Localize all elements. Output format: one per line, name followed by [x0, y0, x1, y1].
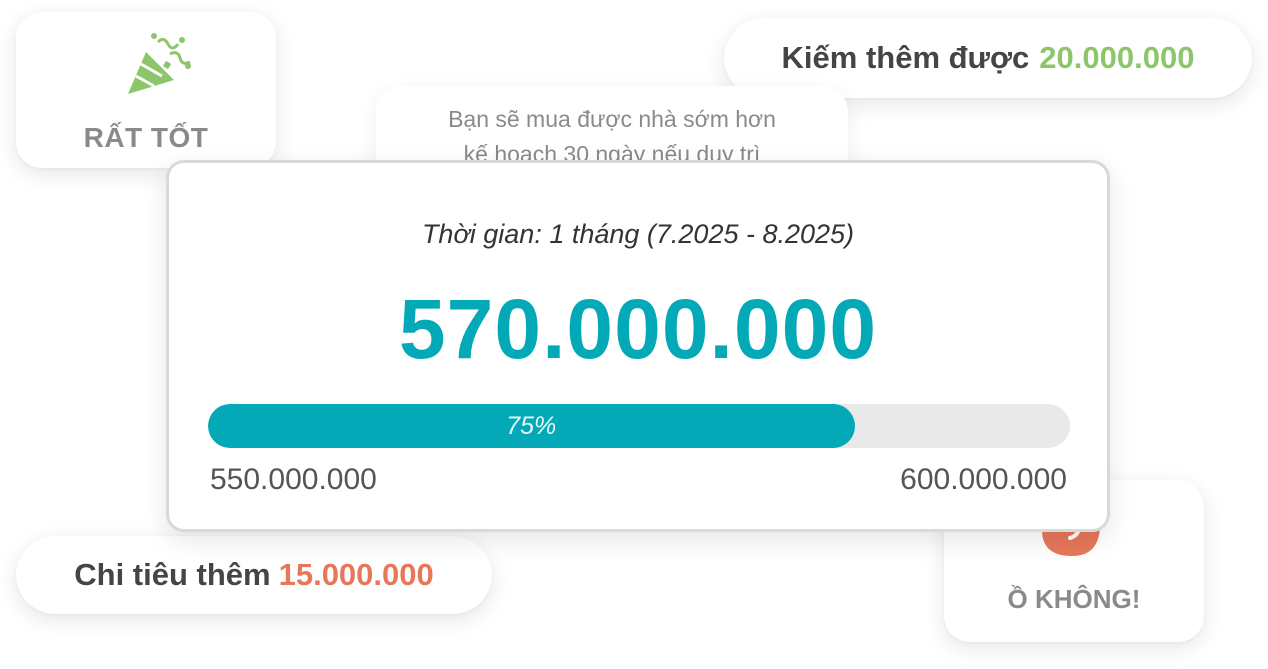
period-text: Thời gian: 1 tháng (7.2025 - 8.2025) — [421, 219, 855, 249]
earned-more-amount: 20.000.000 — [1039, 40, 1195, 75]
oh-no-label: Ồ KHÔNG! — [1007, 584, 1141, 614]
progress-percent-label: 75% — [506, 411, 557, 440]
spent-more-amount: 15.000.000 — [278, 557, 434, 592]
progress-max-value: 600.000.000 — [900, 463, 1067, 496]
great-feedback-card: RẤT TỐT — [16, 12, 276, 168]
great-label: RẤT TỐT — [83, 122, 209, 153]
progress-bar-fill: 75% — [208, 404, 855, 448]
earned-more-label: Kiếm thêm được — [781, 40, 1030, 75]
party-popper-icon — [128, 33, 191, 94]
earned-more-card: Kiếm thêm được 20.000.000 — [724, 18, 1252, 98]
savings-progress-card: Thời gian: 1 tháng (7.2025 - 8.2025) 570… — [166, 160, 1110, 532]
message-line-1: Bạn sẽ mua được nhà sớm hơn — [448, 106, 776, 132]
progress-min-value: 550.000.000 — [210, 463, 377, 496]
current-amount: 570.000.000 — [398, 282, 878, 376]
spent-more-card: Chi tiêu thêm 15.000.000 — [16, 536, 492, 614]
progress-bar: 75% — [208, 404, 1070, 448]
spent-more-label: Chi tiêu thêm — [74, 557, 271, 592]
